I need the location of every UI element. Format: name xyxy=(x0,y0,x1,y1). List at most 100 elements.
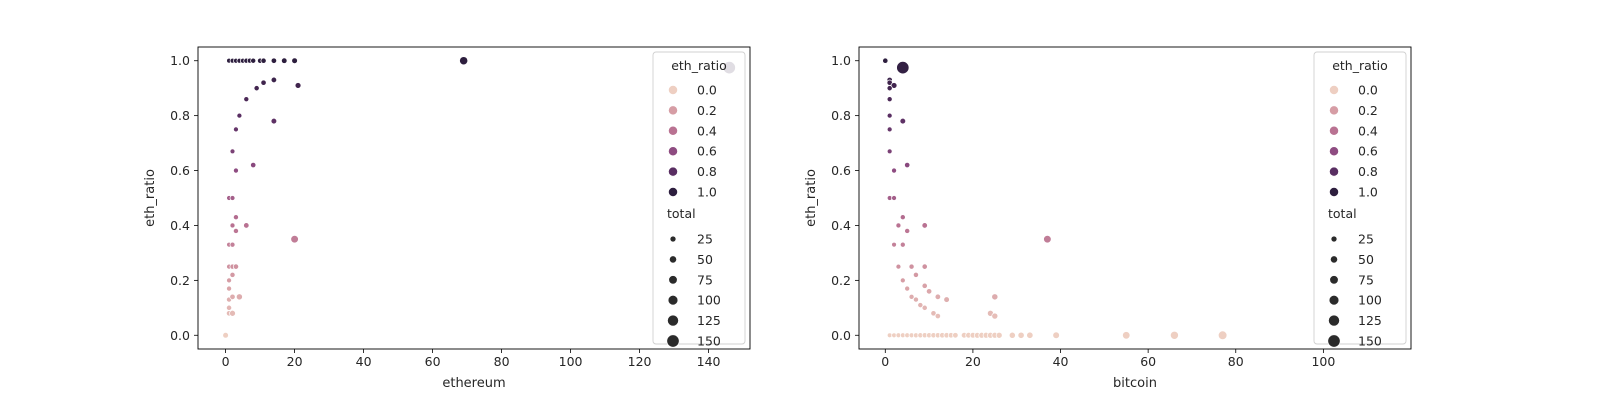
data-point xyxy=(1008,331,1016,339)
legend-hue-label: 0.0 xyxy=(697,83,717,98)
data-point xyxy=(913,296,919,303)
data-point xyxy=(896,61,910,75)
x-tick-label: 20 xyxy=(287,354,303,369)
legend-hue-label: 0.8 xyxy=(697,164,717,179)
data-point xyxy=(921,304,928,311)
data-point xyxy=(243,96,250,103)
data-point xyxy=(891,167,897,174)
legend-size-label: 50 xyxy=(1358,252,1374,267)
data-point xyxy=(904,285,911,292)
data-point xyxy=(926,288,933,295)
legend-hue-marker xyxy=(668,187,678,197)
y-tick-label: 0.2 xyxy=(831,273,851,288)
data-point xyxy=(290,235,299,244)
y-tick-label: 0.8 xyxy=(831,108,851,123)
data-point xyxy=(886,126,893,133)
legend-size-marker xyxy=(1330,235,1338,243)
legend-hue-label: 0.4 xyxy=(1358,123,1378,138)
data-point xyxy=(904,161,911,169)
data-point xyxy=(235,293,243,301)
data-point xyxy=(991,293,999,301)
data-point xyxy=(890,82,898,89)
data-point xyxy=(921,282,928,289)
legend-hue-label: 0.6 xyxy=(1358,144,1378,159)
legend-hue-label: 1.0 xyxy=(697,185,717,200)
x-tick-label: 60 xyxy=(1140,354,1156,369)
data-point xyxy=(917,302,924,309)
x-tick-label: 0 xyxy=(881,354,889,369)
legend-size-label: 50 xyxy=(697,252,713,267)
x-tick-label: 0 xyxy=(222,354,230,369)
y-axis-label: eth_ratio xyxy=(804,169,819,227)
legend-size-label: 150 xyxy=(697,334,721,349)
x-axis-label: bitcoin xyxy=(1113,376,1157,391)
data-point xyxy=(886,96,893,103)
x-tick-label: 20 xyxy=(965,354,981,369)
x-tick-label: 80 xyxy=(494,354,510,369)
x-tick-label: 100 xyxy=(1311,354,1335,369)
data-point xyxy=(233,214,239,221)
data-point xyxy=(294,82,302,89)
x-tick-label: 100 xyxy=(559,354,583,369)
legend-size-label: 75 xyxy=(697,272,713,287)
legend-hue-marker xyxy=(668,85,678,95)
x-tick-label: 40 xyxy=(356,354,372,369)
data-point xyxy=(270,57,277,64)
legend-size-marker xyxy=(1330,255,1338,264)
data-point xyxy=(229,195,236,201)
legend-size-marker xyxy=(1328,314,1340,327)
legend-box xyxy=(652,51,746,345)
legend-hue-marker xyxy=(1329,105,1339,116)
legend-size-label: 25 xyxy=(1358,232,1374,247)
legend-hue-label: 0.8 xyxy=(1358,164,1378,179)
data-point xyxy=(1122,331,1131,340)
plot-frame xyxy=(197,46,751,350)
data-point xyxy=(229,222,236,229)
legend-hue-title: eth_ratio xyxy=(1332,58,1388,73)
data-point xyxy=(899,117,906,125)
data-point xyxy=(459,56,469,66)
data-point xyxy=(270,117,278,125)
legend-size-marker xyxy=(667,314,679,327)
data-point xyxy=(921,222,928,229)
data-point xyxy=(233,126,239,133)
legend-size-marker xyxy=(1327,334,1341,348)
legend-size-label: 125 xyxy=(697,313,721,328)
legend-hue-label: 0.2 xyxy=(697,103,717,118)
data-point xyxy=(895,263,902,270)
data-point xyxy=(229,271,236,278)
legend-hue-label: 0.4 xyxy=(697,123,717,138)
legend-hue-marker xyxy=(668,125,678,136)
data-point xyxy=(226,277,232,284)
data-point xyxy=(891,195,897,201)
legend-hue-marker xyxy=(1329,85,1339,95)
plot-frame xyxy=(858,46,1412,350)
x-axis-label: ethereum xyxy=(442,376,505,391)
y-axis-label: eth_ratio xyxy=(143,169,158,227)
data-point xyxy=(899,214,906,221)
data-point xyxy=(250,57,257,64)
data-point xyxy=(904,228,911,234)
legend-hue-label: 1.0 xyxy=(1358,185,1378,200)
data-point xyxy=(253,85,260,92)
legend-size-marker xyxy=(669,235,677,243)
data-point xyxy=(222,332,229,339)
legend-hue-marker xyxy=(1329,146,1339,157)
data-point xyxy=(1026,331,1034,339)
legend-size-marker xyxy=(668,275,678,285)
y-tick-label: 0.2 xyxy=(170,273,190,288)
x-tick-label: 80 xyxy=(1228,354,1244,369)
data-point xyxy=(886,112,893,119)
data-point xyxy=(270,76,278,84)
data-point xyxy=(1017,331,1025,339)
data-point xyxy=(260,57,267,64)
legend-box xyxy=(1313,51,1407,345)
legend-hue-marker xyxy=(668,105,678,116)
data-point xyxy=(899,277,906,284)
data-point xyxy=(908,293,915,300)
x-tick-label: 140 xyxy=(697,354,721,369)
chart-2: 0 20 40 60 80 100 0.0 0.2 0.4 0.6 0.8 1.0 bitcoin eth… xyxy=(804,46,1412,391)
x-tick-label: 120 xyxy=(628,354,652,369)
